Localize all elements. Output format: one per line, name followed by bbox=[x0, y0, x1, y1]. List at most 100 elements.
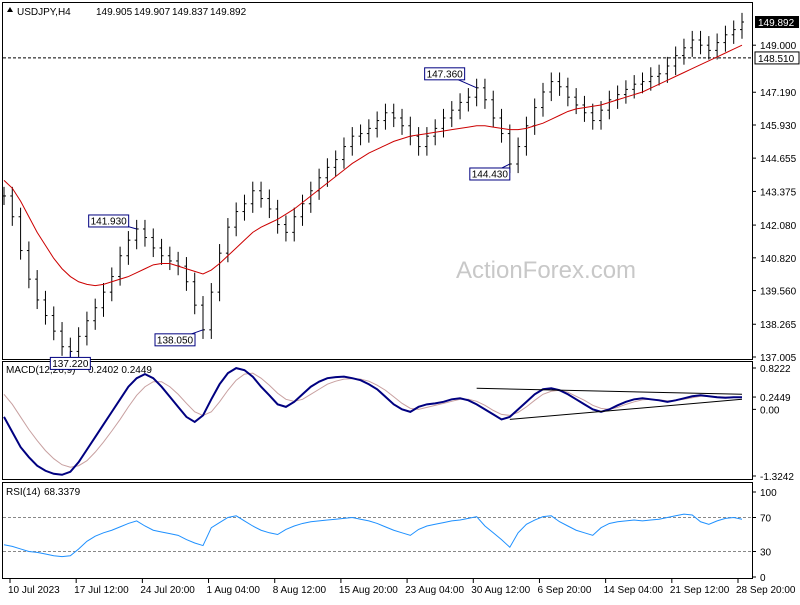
annotation-box bbox=[154, 333, 196, 347]
price-annotation: 147.360 bbox=[424, 67, 477, 89]
price-bar bbox=[225, 218, 230, 263]
annotation-box bbox=[49, 356, 91, 370]
price-bar bbox=[333, 150, 338, 177]
time-tick-label: 17 Jul 12:00 bbox=[74, 585, 129, 596]
price-bar bbox=[665, 56, 670, 83]
price-bar bbox=[93, 298, 98, 330]
level-price-bg bbox=[754, 51, 800, 65]
price-bar bbox=[657, 64, 662, 86]
price-bar bbox=[706, 36, 711, 60]
price-bar bbox=[466, 88, 471, 112]
rsi-tick-label: 70 bbox=[760, 514, 772, 525]
price-tick-label: 137.005 bbox=[760, 353, 797, 364]
price-plot: 137.220 141.930 138.050 147.360 144.430 bbox=[2, 12, 752, 370]
price-bar bbox=[416, 127, 421, 156]
macd-main-line bbox=[3, 367, 743, 476]
price-tick-label: 142.080 bbox=[760, 221, 797, 232]
price-bar bbox=[101, 283, 106, 317]
price-bar bbox=[84, 311, 89, 346]
macd-tick-label: 0.2449 bbox=[760, 393, 791, 404]
price-bar bbox=[574, 88, 579, 115]
price-bar bbox=[424, 127, 429, 156]
price-bar bbox=[715, 33, 720, 60]
price-bar bbox=[167, 246, 172, 271]
price-bar bbox=[308, 181, 313, 213]
price-bar bbox=[325, 158, 330, 187]
price-bar bbox=[10, 186, 15, 226]
price-bar bbox=[607, 90, 612, 120]
current-price-label: 149.892 bbox=[758, 18, 795, 29]
price-bar bbox=[2, 186, 6, 206]
time-tick-label: 23 Aug 04:00 bbox=[405, 585, 464, 596]
price-tick-label: 140.820 bbox=[760, 254, 797, 265]
open-value: 149.905 bbox=[96, 7, 133, 18]
price-bar bbox=[142, 219, 147, 247]
annotation-label: 147.360 bbox=[427, 69, 464, 80]
price-bar bbox=[151, 228, 156, 258]
macd-signal-line bbox=[3, 372, 743, 468]
price-bar bbox=[640, 72, 645, 94]
price-bar bbox=[491, 90, 496, 128]
moving-average-line bbox=[3, 44, 743, 287]
time-tick-label: 30 Aug 12:00 bbox=[471, 585, 530, 596]
annotation-label: 141.930 bbox=[91, 216, 128, 227]
price-bar bbox=[524, 116, 529, 156]
macd-plot bbox=[3, 367, 743, 476]
rsi-tick-label: 0 bbox=[760, 573, 766, 584]
price-bar bbox=[400, 108, 405, 135]
price-bar bbox=[474, 78, 479, 107]
price-bar bbox=[192, 272, 197, 315]
level-price-tag: 148.510 bbox=[754, 51, 800, 65]
time-tick-label: 1 Aug 04:00 bbox=[207, 585, 261, 596]
price-bar bbox=[366, 119, 371, 143]
rsi-tick-label: 30 bbox=[760, 548, 772, 559]
time-tick-label: 6 Sep 20:00 bbox=[537, 585, 591, 596]
price-tick-label: 149.000 bbox=[760, 41, 797, 52]
price-bar bbox=[740, 12, 744, 39]
current-price-tag: 149.892 bbox=[755, 16, 799, 29]
annotation-label: 137.220 bbox=[52, 359, 89, 370]
price-bar bbox=[184, 257, 189, 291]
price-bar bbox=[482, 78, 487, 109]
time-tick-label: 10 Jul 2023 bbox=[8, 585, 60, 596]
annotation-label: 138.050 bbox=[157, 335, 194, 346]
price-bar bbox=[690, 30, 695, 57]
collapse-arrow-icon[interactable] bbox=[7, 7, 13, 12]
time-tick-label: 21 Sep 12:00 bbox=[670, 585, 730, 596]
price-bar bbox=[557, 72, 562, 96]
price-bar bbox=[731, 20, 736, 44]
macd-trendline-upper bbox=[476, 387, 743, 395]
price-bar bbox=[300, 194, 305, 226]
rsi-title: RSI(14) bbox=[6, 487, 40, 498]
axes: 149.892 149.000 148.510 147.190 145.930 144.6… bbox=[8, 16, 800, 596]
price-bar bbox=[267, 189, 272, 219]
rsi-tick-label: 100 bbox=[760, 488, 777, 499]
price-bar bbox=[549, 72, 554, 102]
macd-tick-label: 0.00 bbox=[760, 405, 780, 416]
current-price-bg bbox=[755, 16, 799, 29]
price-tick-label: 144.655 bbox=[760, 154, 797, 165]
price-bar bbox=[134, 219, 139, 250]
price-bar bbox=[209, 283, 214, 339]
price-tick-label: 138.265 bbox=[760, 320, 797, 331]
time-tick-label: 14 Sep 04:00 bbox=[604, 585, 664, 596]
price-bar bbox=[565, 77, 570, 107]
annotation-box bbox=[424, 67, 466, 81]
time-tick-label: 24 Jul 20:00 bbox=[140, 585, 195, 596]
price-bar bbox=[540, 82, 545, 117]
price-bar bbox=[292, 207, 297, 242]
price-bar bbox=[159, 238, 164, 265]
price-bar bbox=[623, 80, 628, 104]
price-annotation: 137.220 bbox=[49, 351, 91, 370]
price-bar bbox=[441, 108, 446, 138]
price-bar bbox=[26, 241, 31, 289]
price-bar bbox=[60, 322, 65, 356]
price-bar bbox=[590, 103, 595, 130]
annotation-label: 144.430 bbox=[472, 169, 509, 180]
price-bar bbox=[234, 202, 239, 237]
price-bar bbox=[341, 137, 346, 169]
macd-panel-frame bbox=[2, 361, 753, 480]
price-bar bbox=[507, 124, 512, 174]
